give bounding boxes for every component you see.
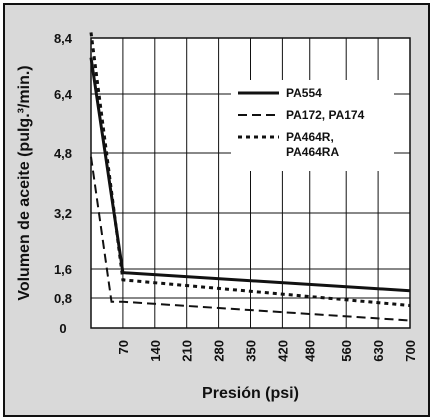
x-tick-label: 280 [212,340,227,362]
y-tick-label: 0,8 [54,291,72,306]
x-tick-label: 70 [116,340,131,354]
x-tick-label: 560 [339,340,354,362]
x-tick-label: 140 [148,340,163,362]
legend-label: PA464R, PA464RA [286,130,339,159]
chart-frame: 0 0,8 1,6 3,2 4,8 6,4 8,4 70 140 210 280 350 420 480… [3,3,430,417]
y-tick-label: 6,4 [54,87,73,102]
x-tick-label: 210 [180,340,195,362]
legend: PA554 PA172, PA174 PA464R, PA464RA [231,80,394,171]
y-tick-label: 0 [59,321,66,336]
x-tick-label: 480 [303,340,318,362]
x-tick-label: 700 [403,340,418,362]
legend-label: PA172, PA174 [286,108,365,122]
y-tick-label: 3,2 [54,206,72,221]
x-tick-label: 350 [244,340,259,362]
y-tick-labels: 0 0,8 1,6 3,2 4,8 6,4 8,4 [54,31,73,336]
series-lines [89,32,411,322]
x-axis-label: Presión (psi) [202,385,299,402]
y-tick-label: 1,6 [54,262,72,277]
legend-box [231,80,394,171]
plot-border [90,37,411,329]
y-tick-label: 4,8 [54,146,72,161]
legend-label: PA554 [286,86,322,100]
line-chart: 0 0,8 1,6 3,2 4,8 6,4 8,4 70 140 210 280 350 420 480… [16,31,418,402]
y-axis-label: Volumen de aceite (pulg.³/min.) [16,65,33,300]
x-tick-labels: 70 140 210 280 350 420 480 560 630 700 [116,340,418,362]
series-line [90,156,411,322]
x-tick-label: 630 [371,340,386,362]
y-tick-label: 8,4 [54,31,73,46]
series-line [89,32,411,307]
x-tick-label: 420 [275,340,290,362]
